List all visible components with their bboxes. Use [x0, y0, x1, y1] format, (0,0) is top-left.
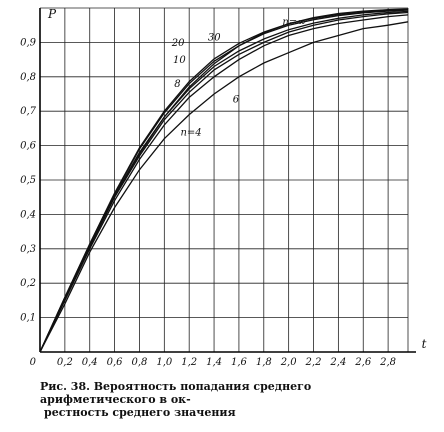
y-tick-label-4: 0,5 [20, 175, 36, 186]
x-tick-label-9: 2,0 [280, 357, 298, 368]
x-tick-label-8: 1,8 [256, 357, 272, 368]
y-axis-label: P [47, 7, 57, 21]
y-tick-label-5: 0,6 [20, 141, 37, 152]
x-tick-label-6: 1,4 [206, 357, 222, 368]
x-tick-label-7: 1,6 [231, 357, 248, 368]
series-line-3 [39, 10, 409, 353]
x-tick-label-11: 2,4 [329, 357, 346, 368]
series-line-2 [39, 11, 409, 353]
series-line-4 [39, 9, 409, 353]
chart-plot: 0,2 0,4 0,6 0,8 1,0 1,2 1,4 1,6 1,8 2,0 2,2 2,4 2,6 2… [20, 7, 426, 368]
axes [39, 8, 416, 353]
x-tick-label-1: 0,4 [82, 357, 98, 368]
x-tick-label-3: 0,8 [132, 357, 148, 368]
curve-label-5: 6 [233, 95, 240, 106]
y-tick-label-8: 0,9 [20, 37, 37, 48]
curve-label-0: n=∞ [282, 17, 305, 28]
x-tick-label-4: 1,0 [156, 357, 173, 368]
series-line-6 [39, 8, 409, 353]
x-axis-label: t [422, 337, 427, 351]
series-line-0 [39, 21, 409, 353]
x-tick-label-0: 0,2 [57, 357, 73, 368]
caption-line-2: рестность среднего значения [44, 406, 236, 419]
series-line-5 [39, 9, 409, 353]
curve-label-2: 20 [171, 38, 185, 49]
x-tick-label-2: 0,6 [107, 357, 124, 368]
x-tick-label-12: 2,6 [354, 357, 372, 368]
curve-label-3: 10 [173, 55, 186, 66]
series-line-1 [39, 14, 409, 353]
y-tick-label-6: 0,7 [20, 106, 37, 117]
caption-line-1: Рис. 38. Вероятность попадания среднего … [40, 380, 312, 406]
curve-label-1: 30 [208, 33, 221, 44]
x-tick-label-5: 1,2 [181, 357, 197, 368]
curve-labels: n=∞ 30 20 10 8 6 n=4 [171, 17, 306, 138]
x-tick-label-13: 2,8 [379, 357, 396, 368]
grid-lines [40, 7, 409, 352]
curve-label-6: n=4 [180, 127, 201, 138]
y-tick-label-7: 0,8 [20, 72, 36, 83]
x-tick-label-10: 2,2 [305, 357, 322, 368]
curve-label-4: 8 [174, 79, 180, 90]
figure-caption: Рис. 38. Вероятность попадания среднего … [40, 380, 420, 419]
y-tick-label-0: 0,1 [20, 313, 36, 324]
series-lines [39, 8, 409, 353]
y-tick-label-1: 0,2 [20, 278, 36, 289]
y-tick-label-3: 0,4 [20, 209, 36, 220]
tick-labels: 0,2 0,4 0,6 0,8 1,0 1,2 1,4 1,6 1,8 2,0 2,2 2,4 2,6 2… [20, 7, 426, 368]
y-tick-label-2: 0,3 [20, 244, 36, 255]
origin-label: 0 [30, 357, 37, 368]
